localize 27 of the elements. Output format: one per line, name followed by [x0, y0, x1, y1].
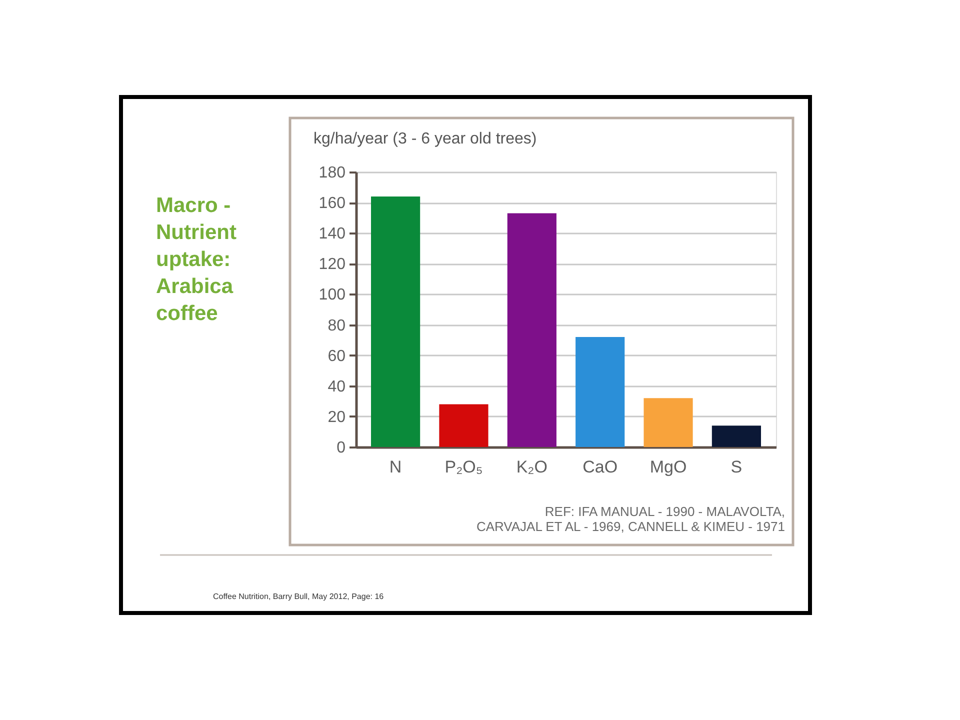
bar	[507, 213, 556, 447]
y-tick-label: 180	[318, 164, 346, 182]
y-tick-label: 60	[328, 348, 346, 365]
y-tick-label: 140	[318, 226, 346, 243]
x-tick-label: MgO	[650, 458, 687, 476]
text: Macro - Nutrient uptake: Arabica coffee	[156, 194, 236, 325]
x-tick-label: S	[730, 458, 742, 476]
text: Coffee Nutrition, Barry Bull, May 2012, Page: 16	[213, 592, 384, 601]
y-tick-label: 120	[318, 256, 346, 274]
y-tick-label: 20	[328, 408, 346, 426]
y-tick-label: 0	[336, 440, 346, 456]
bar	[371, 196, 420, 447]
y-tick-label: 100	[318, 286, 346, 304]
bar	[712, 426, 761, 447]
y-tick-label: 160	[318, 195, 346, 212]
x-tick-label: K₂O	[516, 458, 548, 476]
bar	[644, 398, 693, 447]
y-tick-label: 80	[328, 317, 346, 334]
bar	[576, 337, 625, 447]
x-tick-label: CaO	[582, 458, 618, 476]
x-tick-label: P₂O₅	[444, 458, 483, 476]
y-axis-title: kg/ha/year (3 - 6 year old trees)	[314, 130, 537, 148]
text: CARVAJAL ET AL - 1969, CANNELL & KIMEU - 1971	[476, 519, 785, 534]
text: REF: IFA MANUAL - 1990 - MALAVOLTA,	[544, 504, 785, 519]
bar	[439, 404, 488, 447]
x-tick-label: N	[389, 458, 402, 476]
y-tick-label: 40	[328, 378, 346, 396]
